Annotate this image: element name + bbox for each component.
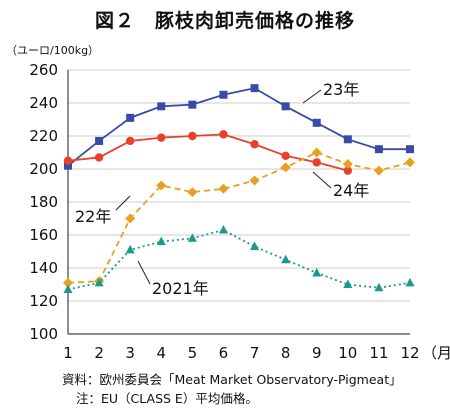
x-tick-label: 4	[156, 344, 166, 362]
series-line	[67, 87, 410, 167]
grid	[67, 69, 410, 335]
data-point	[311, 147, 322, 158]
x-tick-label: 8	[281, 344, 291, 362]
data-point	[187, 233, 197, 242]
x-tick-label: 9	[312, 344, 322, 362]
series-line	[67, 151, 411, 284]
data-point	[219, 90, 228, 99]
annotation-label: 23年	[323, 80, 359, 99]
chart-title: 図２ 豚枝肉卸売価格の推移	[94, 10, 355, 32]
data-point	[250, 241, 260, 251]
y-tick-label: 240	[29, 94, 58, 112]
footnote: 注：EU（CLASS E）平均価格。	[76, 391, 258, 406]
y-ticks: 100 120 140 160 180 200 220 240 260	[29, 61, 58, 343]
data-point	[94, 153, 104, 162]
data-point	[312, 118, 321, 127]
data-point	[188, 100, 197, 109]
data-point	[405, 277, 415, 287]
data-point	[63, 284, 73, 293]
y-axis-unit-label: （ユーロ/100kg）	[6, 44, 100, 57]
annotation-leader	[312, 171, 332, 189]
data-point	[249, 175, 260, 186]
series-3	[63, 225, 415, 293]
y-tick-label: 120	[29, 292, 58, 310]
data-point	[219, 130, 228, 139]
data-point	[312, 158, 321, 167]
x-tick-label: 6	[219, 344, 229, 362]
data-point	[281, 254, 291, 264]
data-point	[125, 136, 135, 146]
y-tick-label: 140	[29, 259, 58, 277]
data-point	[125, 244, 135, 254]
x-axis-unit-label: （月）	[422, 344, 450, 362]
y-tick-label: 160	[29, 226, 58, 244]
data-point	[343, 135, 352, 144]
series-lines	[63, 84, 415, 293]
x-tick-label: 11	[369, 344, 388, 362]
x-tick-label: 3	[125, 344, 135, 362]
data-point	[373, 165, 384, 176]
y-tick-label: 220	[29, 127, 58, 145]
data-point	[280, 162, 291, 173]
data-point	[342, 159, 353, 170]
data-point	[374, 145, 383, 154]
data-point	[343, 279, 353, 288]
series-0	[64, 84, 414, 170]
x-tick-label: 10	[338, 344, 357, 362]
y-tick-label: 180	[29, 193, 58, 211]
data-point	[312, 267, 322, 277]
data-point	[281, 102, 290, 111]
data-point	[250, 140, 259, 149]
annotation-label: 22年	[75, 207, 111, 226]
data-point	[95, 136, 104, 145]
data-point	[63, 277, 73, 288]
annotation-leader	[302, 89, 322, 104]
data-point	[157, 102, 166, 111]
data-point	[281, 151, 290, 160]
data-point	[156, 180, 167, 191]
data-point	[188, 131, 197, 141]
series-line	[67, 133, 349, 172]
series-1	[63, 130, 353, 175]
series-line	[67, 229, 411, 291]
y-tick-label: 200	[29, 160, 58, 178]
notes: 資料：欧州委員会「Meat Market Observatory-Pigmeat…	[62, 370, 402, 408]
x-tick-label: 12	[400, 344, 419, 362]
data-point	[126, 113, 135, 122]
annotations: 23年 24年 22年 2021年	[75, 80, 369, 298]
data-point	[157, 133, 166, 142]
data-point	[187, 187, 198, 198]
x-tick-label: 7	[250, 344, 260, 362]
annotation-leader	[115, 195, 131, 211]
data-point	[64, 161, 72, 170]
data-point	[63, 156, 73, 165]
annotation-label: 2021年	[152, 279, 209, 298]
y-tick-label: 260	[29, 61, 58, 79]
data-point	[374, 282, 384, 292]
x-tick-label: 1	[63, 344, 73, 362]
x-tick-label: 2	[94, 344, 104, 362]
x-tick-label: 5	[188, 344, 198, 362]
data-point	[218, 225, 228, 234]
data-point	[406, 145, 414, 154]
data-point	[405, 157, 415, 168]
data-point	[94, 277, 104, 287]
data-point	[250, 84, 259, 93]
data-point	[156, 236, 166, 246]
data-point	[218, 183, 229, 194]
source-note: 資料：欧州委員会「Meat Market Observatory-Pigmeat…	[62, 372, 402, 387]
annotation-label: 24年	[333, 181, 369, 200]
series-2	[63, 147, 415, 288]
data-point	[343, 166, 353, 175]
data-point	[125, 213, 136, 224]
y-tick-label: 100	[29, 325, 58, 343]
annotation-leader	[137, 260, 151, 285]
